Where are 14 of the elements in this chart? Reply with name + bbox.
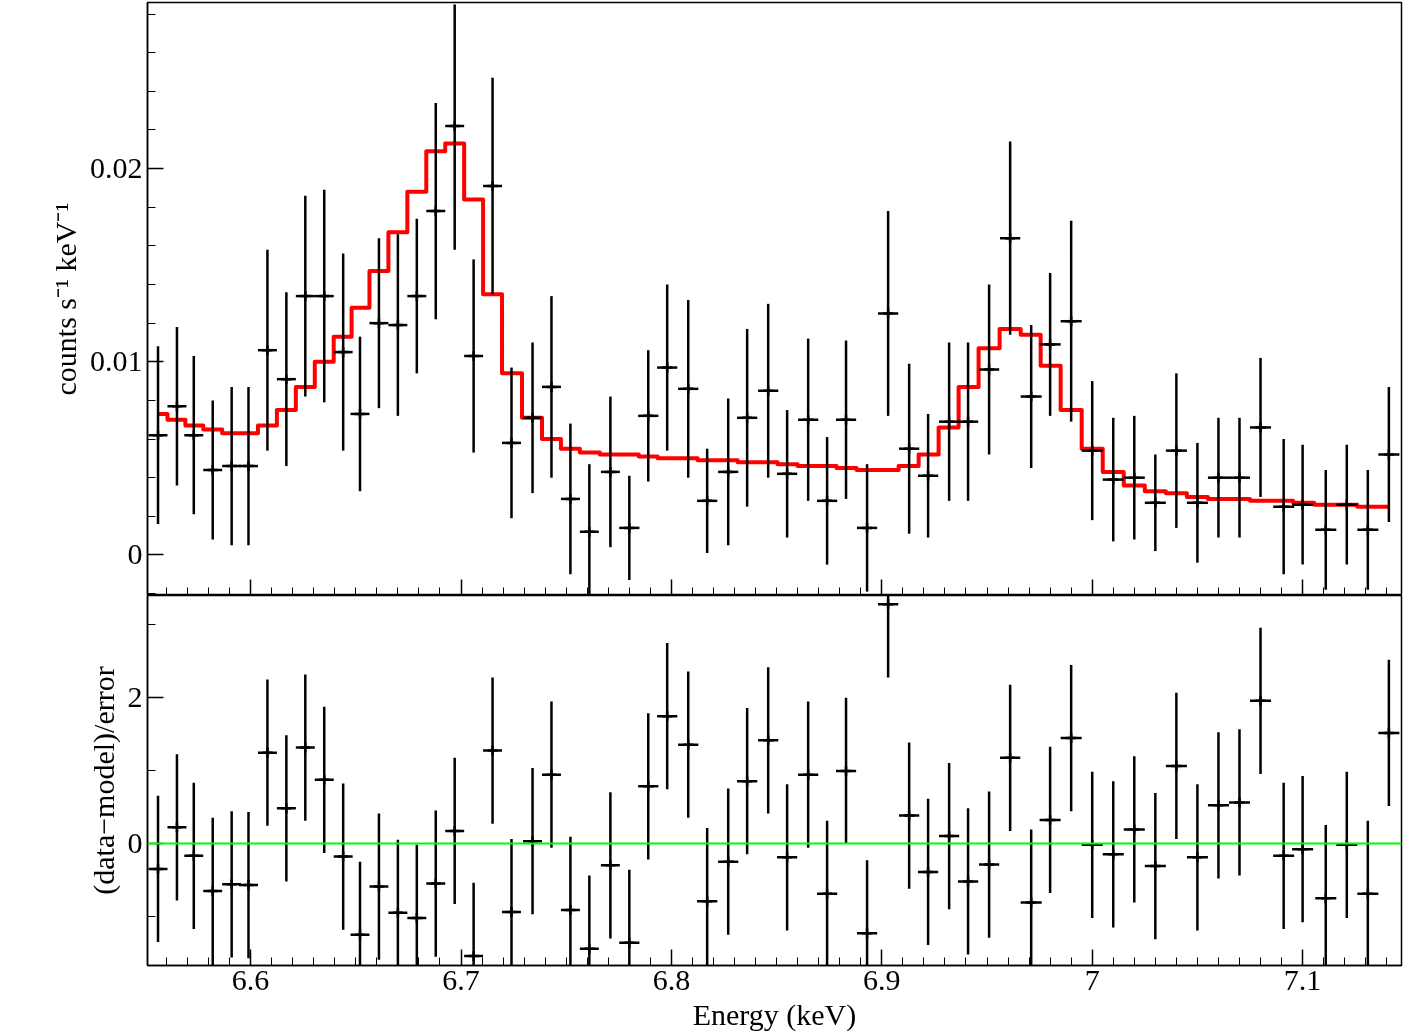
y-tick-label: 0.02: [90, 151, 143, 185]
x-axis-title: Energy (keV): [692, 997, 857, 1032]
x-tick-label: 6.9: [863, 962, 901, 996]
x-tick-label: 6.7: [442, 962, 480, 996]
y-axis-title: counts s⁻¹ keV⁻¹: [49, 202, 82, 396]
y-tick-label: 0: [127, 537, 143, 571]
y-tick-label: 0: [127, 825, 143, 859]
y-axis-title: (data−model)/error: [86, 666, 121, 895]
x-tick-label: 7: [1084, 962, 1100, 996]
x-tick-label: 7.1: [1283, 962, 1322, 996]
x-tick-label: 6.6: [231, 962, 270, 996]
x-tick-label: 6.8: [652, 962, 691, 996]
y-tick-label: 0.01: [90, 344, 143, 378]
y-tick-label: 2: [127, 679, 143, 713]
